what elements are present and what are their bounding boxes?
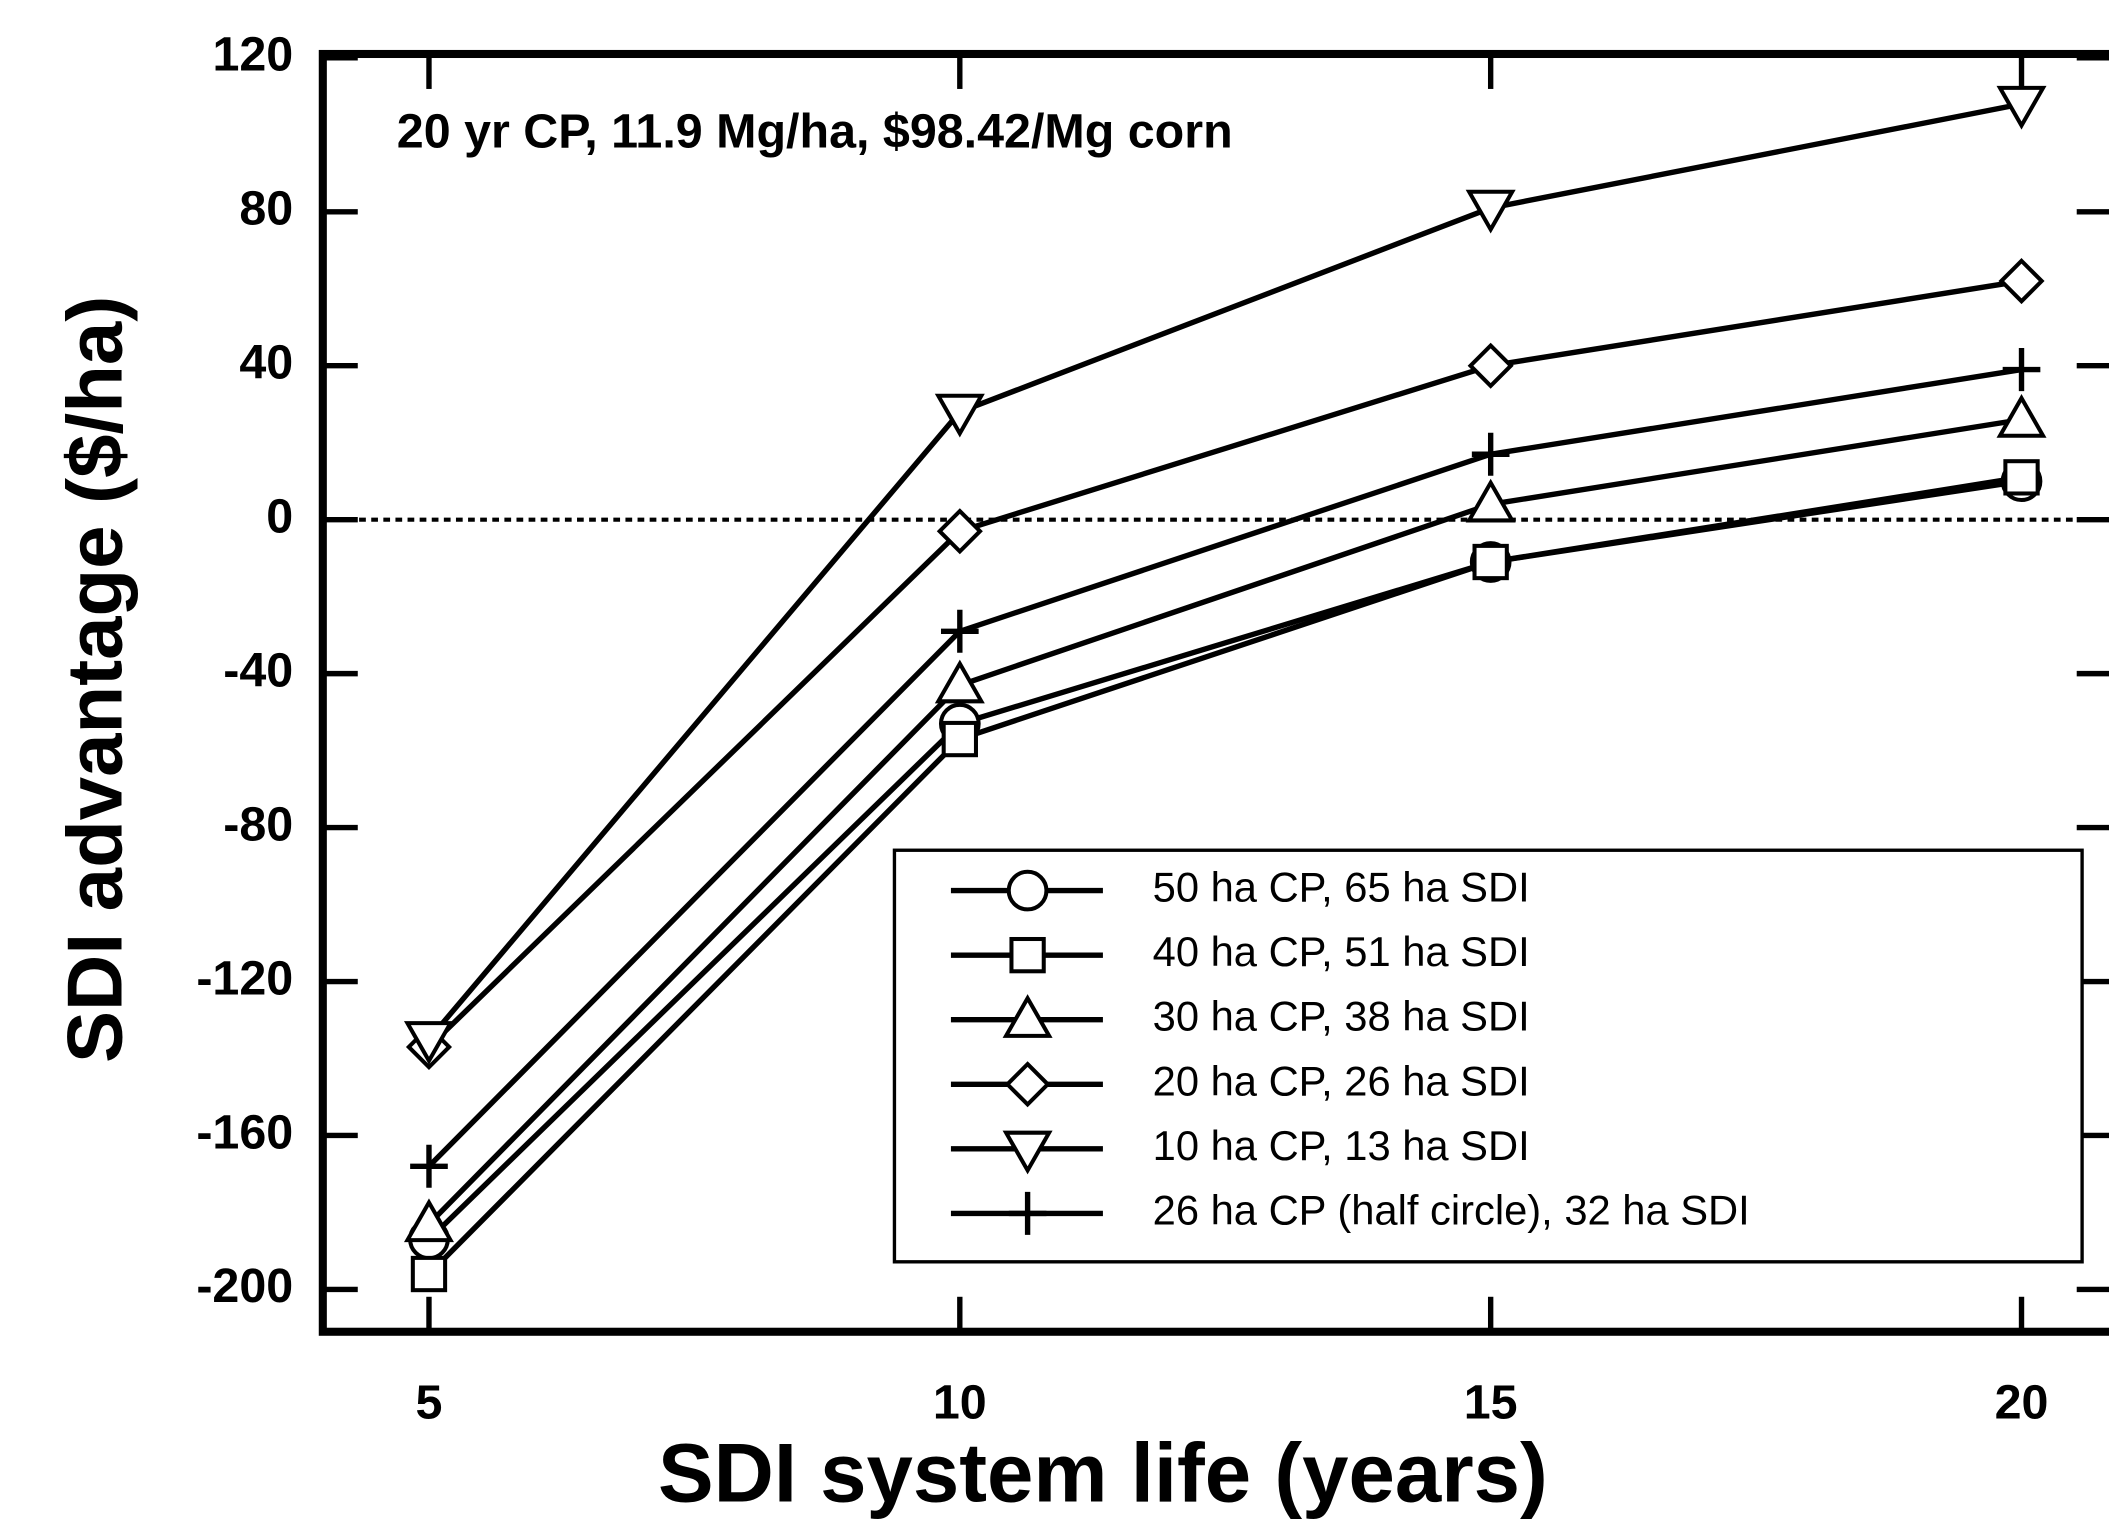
marker — [1002, 994, 1053, 1038]
y-axis-title: SDI advantage ($/ha) — [50, 296, 138, 1063]
x-tick-label: 20 — [1995, 1376, 2049, 1430]
plot-frame — [318, 49, 2109, 1336]
marker — [2002, 348, 2041, 392]
marker — [1996, 394, 2047, 438]
marker — [940, 609, 979, 653]
marker — [410, 1144, 448, 1188]
y-tick-label: 0 — [266, 489, 293, 543]
marker — [403, 1021, 454, 1065]
x-tick-label: 15 — [1464, 1376, 1518, 1430]
marker — [936, 508, 983, 555]
marker — [1472, 543, 1509, 581]
y-tick-label: 80 — [239, 182, 293, 236]
legend-label: 10 ha CP, 13 ha SDI — [1153, 1122, 1530, 1169]
marker — [1467, 342, 1514, 389]
x-axis-title: SDI system life (years) — [658, 1427, 1548, 1520]
legend-label: 30 ha CP, 38 ha SDI — [1153, 993, 1530, 1040]
marker — [1008, 1191, 1047, 1235]
marker — [1009, 936, 1046, 974]
marker — [1002, 1130, 1053, 1175]
x-tick-label: 5 — [416, 1376, 443, 1430]
y-tick-label: -160 — [196, 1105, 293, 1159]
annotation: 20 yr CP, 11.9 Mg/ha, $98.42/Mg corn — [397, 104, 1233, 158]
legend-label: 26 ha CP (half circle), 32 ha SDI — [1153, 1186, 1750, 1233]
legend-label: 20 ha CP, 26 ha SDI — [1153, 1057, 1530, 1104]
legend-label: 40 ha CP, 51 ha SDI — [1153, 928, 1530, 975]
marker — [1471, 432, 1510, 476]
marker — [1465, 189, 1516, 234]
legend-box — [892, 848, 2084, 1264]
marker — [941, 720, 978, 758]
marker — [403, 1198, 454, 1243]
marker — [1006, 869, 1049, 912]
marker — [1996, 85, 2047, 130]
series-line — [427, 416, 2022, 1226]
series-line — [427, 474, 2022, 1276]
y-tick-label: 120 — [212, 28, 293, 82]
marker — [1998, 258, 2045, 305]
legend-label: 50 ha CP, 65 ha SDI — [1153, 864, 1530, 911]
marker — [934, 393, 985, 438]
y-tick-label: -80 — [223, 797, 293, 851]
y-tick-label: -40 — [223, 643, 293, 697]
y-tick-label: -120 — [196, 951, 293, 1005]
series-line — [427, 278, 2022, 1049]
x-tick-label: 10 — [933, 1376, 987, 1430]
marker — [1004, 1061, 1051, 1108]
series-line — [426, 101, 2023, 1041]
series-line — [427, 366, 2022, 1169]
marker — [410, 1255, 448, 1293]
marker — [1465, 478, 1516, 523]
marker — [934, 659, 985, 704]
y-tick-label: 40 — [239, 336, 293, 390]
marker — [2003, 459, 2040, 496]
y-tick-label: -200 — [196, 1259, 293, 1313]
